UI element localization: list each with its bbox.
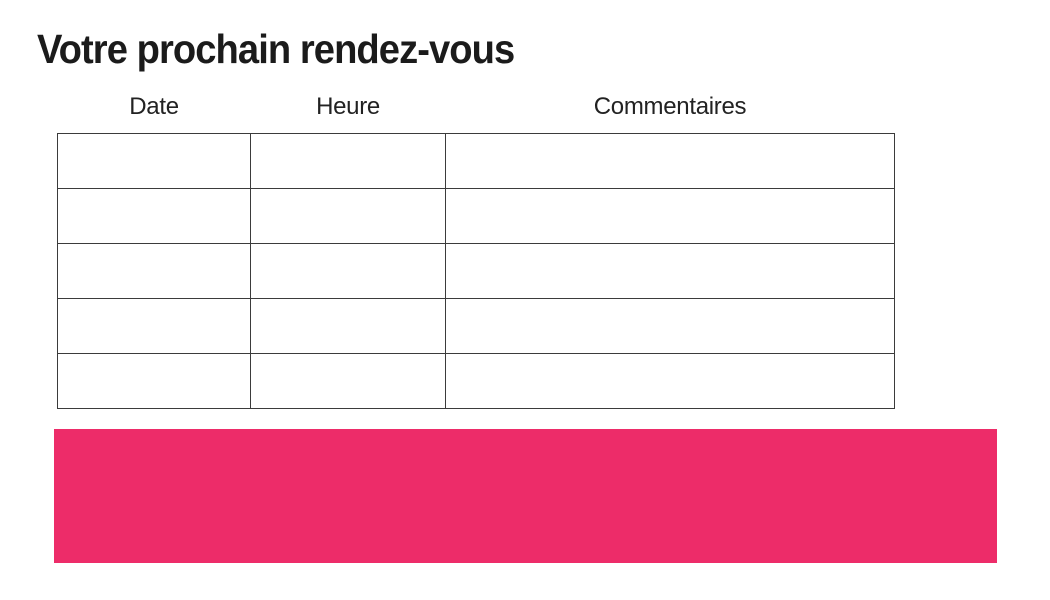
page-title: Votre prochain rendez-vous xyxy=(37,26,515,72)
table-cell-commentaires xyxy=(445,132,895,189)
appointments-table-header: Date Heure Commentaires xyxy=(58,90,895,133)
column-header-heure: Heure xyxy=(316,93,380,121)
bottom-banner xyxy=(54,429,997,563)
column-header-date: Date xyxy=(129,93,179,121)
table-cell-commentaires xyxy=(445,242,895,299)
header-row: Date Heure Commentaires xyxy=(58,90,895,133)
table-cell-heure xyxy=(250,242,446,299)
table-cell-date xyxy=(57,132,251,189)
table-cell-commentaires xyxy=(445,187,895,244)
table-cell-date xyxy=(57,297,251,354)
appointments-table-body xyxy=(57,132,895,409)
table-row xyxy=(57,242,895,299)
table-row xyxy=(57,297,895,354)
table-cell-commentaires xyxy=(445,297,895,354)
table-cell-date xyxy=(57,352,251,409)
table-cell-heure xyxy=(250,352,446,409)
appointments-table: Date Heure Commentaires xyxy=(57,90,895,409)
table-row xyxy=(57,352,895,409)
table-cell-date xyxy=(57,242,251,299)
table-row xyxy=(57,132,895,189)
table-cell-heure xyxy=(250,187,446,244)
table-cell-date xyxy=(57,187,251,244)
table-cell-heure xyxy=(250,297,446,354)
table-cell-heure xyxy=(250,132,446,189)
column-header-commentaires: Commentaires xyxy=(593,93,747,121)
table-row xyxy=(57,187,895,244)
table-cell-commentaires xyxy=(445,352,895,409)
